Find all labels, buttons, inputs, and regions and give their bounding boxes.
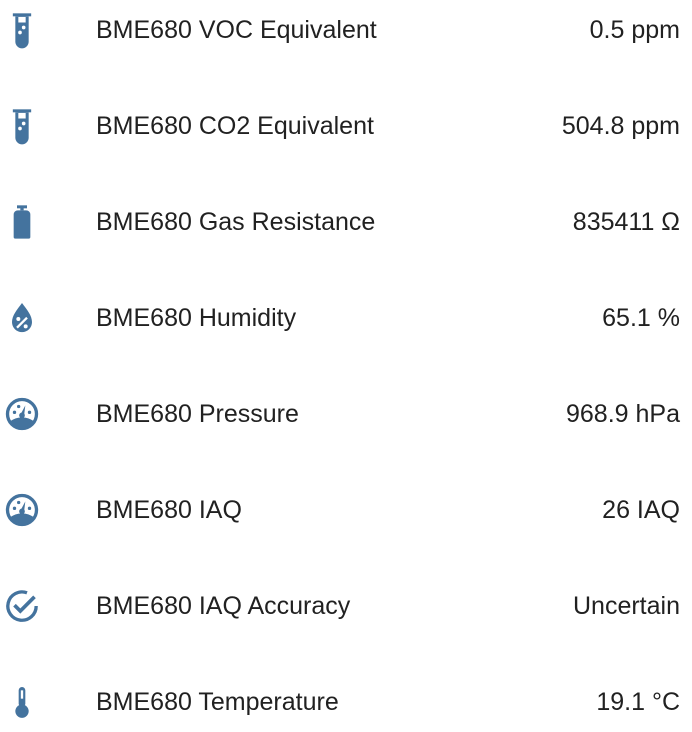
entity-name: BME680 CO2 Equivalent	[96, 112, 374, 140]
entity-state: 835411 Ω	[572, 208, 680, 236]
entity-state: 65.1 %	[602, 304, 680, 332]
entity-row[interactable]: BME680 Humidity 65.1 %	[0, 288, 692, 348]
entity-state: 504.8 ppm	[561, 112, 680, 140]
entity-name: BME680 VOC Equivalent	[96, 16, 377, 44]
entity-row[interactable]: BME680 IAQ 26 IAQ	[0, 480, 692, 540]
thermometer-icon	[2, 682, 42, 722]
entity-row[interactable]: BME680 Gas Resistance 835411 Ω	[0, 192, 692, 252]
test-tube-icon	[2, 10, 42, 50]
entity-state: Uncertain	[573, 592, 680, 620]
gauge-icon	[2, 394, 42, 434]
entity-state: 0.5 ppm	[589, 16, 680, 44]
entity-name: BME680 Humidity	[96, 304, 297, 332]
entity-name: BME680 Temperature	[96, 688, 339, 716]
test-tube-icon	[2, 106, 42, 146]
entity-name: BME680 Gas Resistance	[96, 208, 376, 236]
entity-name: BME680 Pressure	[96, 400, 299, 428]
check-circle-outline-icon	[2, 586, 42, 626]
entity-name: BME680 IAQ	[96, 496, 242, 524]
entity-name: BME680 IAQ Accuracy	[96, 592, 351, 620]
entity-state: 26 IAQ	[602, 496, 680, 524]
gauge-icon	[2, 490, 42, 530]
entity-state: 968.9 hPa	[566, 400, 680, 428]
gas-cylinder-icon	[2, 202, 42, 242]
entity-row[interactable]: BME680 VOC Equivalent 0.5 ppm	[0, 0, 692, 60]
entity-state: 19.1 °C	[596, 688, 680, 716]
water-percent-icon	[2, 298, 42, 338]
entity-row[interactable]: BME680 IAQ Accuracy Uncertain	[0, 576, 692, 636]
entity-row[interactable]: BME680 Pressure 968.9 hPa	[0, 384, 692, 444]
entity-row[interactable]: BME680 Temperature 19.1 °C	[0, 672, 692, 732]
entity-row[interactable]: BME680 CO2 Equivalent 504.8 ppm	[0, 96, 692, 156]
